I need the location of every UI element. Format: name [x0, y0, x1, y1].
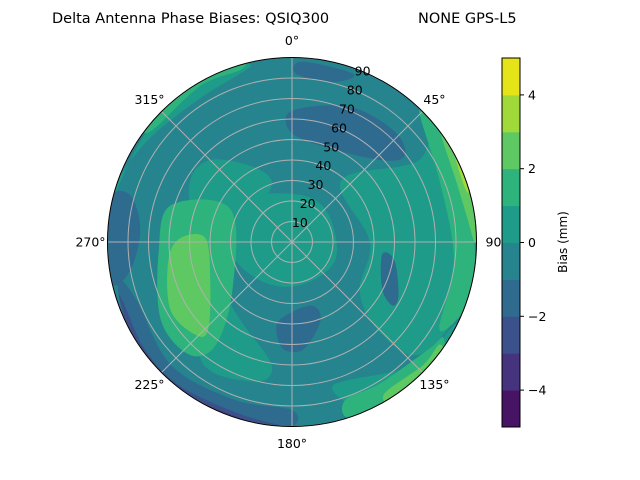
colorbar-segment [502, 131, 520, 170]
radial-tick-label: 40 [315, 158, 331, 173]
colorbar-segment [502, 353, 520, 391]
colorbar-segment [502, 58, 520, 96]
polar-grid [107, 57, 477, 427]
angular-gridline [161, 241, 293, 373]
colorbar: 4 2 0 −2 −4 [501, 57, 546, 428]
radial-tick-label: 50 [323, 139, 339, 154]
colorbar-tick-label: 2 [528, 161, 536, 176]
colorbar-label: Bias (mm) [556, 211, 570, 273]
contour-region [276, 305, 321, 353]
contour-region [341, 336, 446, 419]
angular-gridline [161, 111, 293, 243]
angular-tick-label: 180° [277, 436, 307, 451]
angular-tick-label: 45° [423, 92, 445, 107]
radial-tick-label: 60 [331, 120, 347, 135]
chart-title-right: NONE GPS-L5 [418, 11, 517, 27]
contour-region [107, 190, 141, 286]
angular-gridline [291, 111, 423, 243]
radial-tick-label: 90 [355, 64, 371, 79]
radial-tick-label: 80 [347, 82, 363, 97]
radial-tick-label: 10 [292, 215, 308, 230]
colorbar-segment [502, 205, 520, 243]
colorbar-tick-label: 4 [528, 87, 536, 102]
angular-tick-label: 135° [419, 377, 449, 392]
contour-region [285, 105, 406, 161]
contour-region [229, 193, 337, 287]
colorbar-segment [502, 242, 520, 280]
colorbar-segment [502, 390, 520, 428]
contour-region [118, 294, 292, 427]
contour-region [380, 252, 399, 306]
angular-tick-label: 315° [134, 92, 164, 107]
radial-tick-labels: 10 20 30 40 50 60 70 80 90 [292, 64, 371, 231]
contour-region [418, 100, 476, 332]
chart-title-left: Delta Antenna Phase Biases: QSIQ300 [52, 11, 329, 27]
radial-tick-label: 20 [300, 196, 316, 211]
angular-tick-label: 0° [285, 33, 299, 48]
contour-region [293, 61, 355, 83]
colorbar-tick-label: −4 [528, 383, 546, 398]
angular-tick-label: 90 [486, 235, 502, 250]
contour-region [382, 344, 445, 407]
colorbar-segment [502, 316, 520, 354]
contour-region [117, 278, 299, 427]
radial-tick-label: 70 [339, 101, 355, 116]
contour-region [167, 234, 211, 337]
colorbar-segment [502, 279, 520, 317]
colorbar-segment [502, 168, 520, 207]
angular-gridline [291, 241, 423, 373]
angular-tick-label: 270° [75, 235, 105, 250]
colorbar-tick-label: 0 [528, 235, 536, 250]
contour-region [439, 119, 477, 243]
angular-tick-label: 225° [134, 377, 164, 392]
colorbar-tick-label: −2 [528, 309, 546, 324]
colorbar-segment [502, 94, 520, 133]
radial-tick-label: 30 [308, 177, 324, 192]
polar-frame [107, 57, 477, 427]
angular-tick-labels: 0° 45° 90 135° 180° 225° 270° 315° [75, 33, 501, 451]
